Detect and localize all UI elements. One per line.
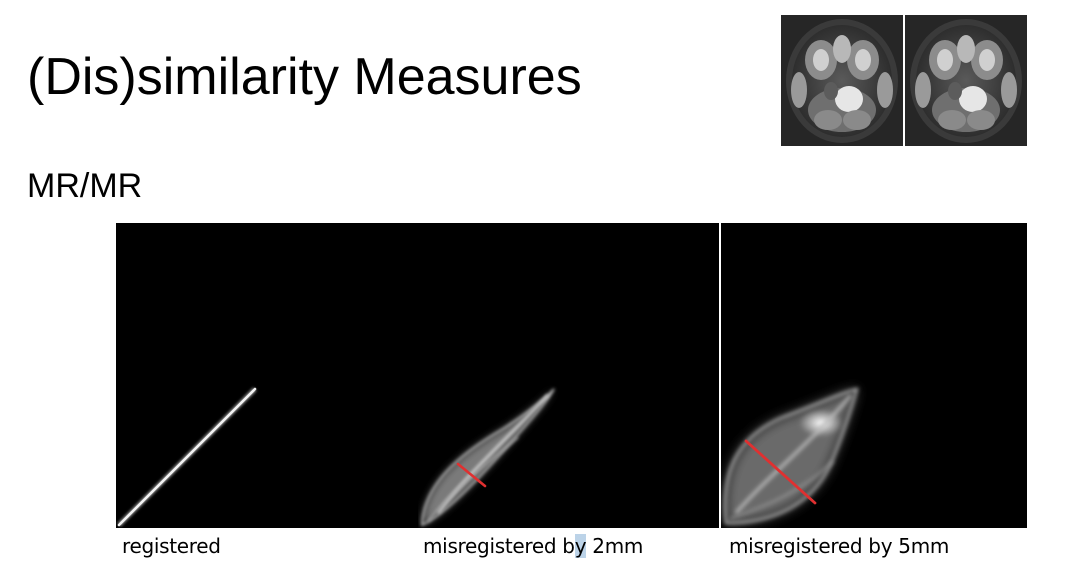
caption-part: 2mm (586, 534, 644, 558)
joint-histogram-registered (116, 223, 418, 528)
spread-annotation-line-2mm (456, 462, 487, 488)
slide-title: (Dis)similarity Measures (27, 48, 582, 106)
joint-histogram-misregistered-5mm (721, 223, 1027, 528)
mr-brain-image-left (781, 15, 903, 146)
joint-histogram-misregistered-2mm (418, 223, 719, 528)
caption-part: misregistered b (423, 534, 575, 558)
caption-registered: registered (122, 534, 221, 558)
panel-divider (719, 223, 721, 528)
mr-brain-image-right (905, 15, 1027, 146)
spread-annotation-line-5mm (744, 439, 817, 505)
caption-misregistered-2mm: misregistered by 2mm (423, 533, 643, 559)
caption-misregistered-5mm: misregistered by 5mm (729, 534, 950, 558)
slide-subtitle: MR/MR (27, 167, 143, 205)
caption-selected-char: y (574, 534, 587, 558)
